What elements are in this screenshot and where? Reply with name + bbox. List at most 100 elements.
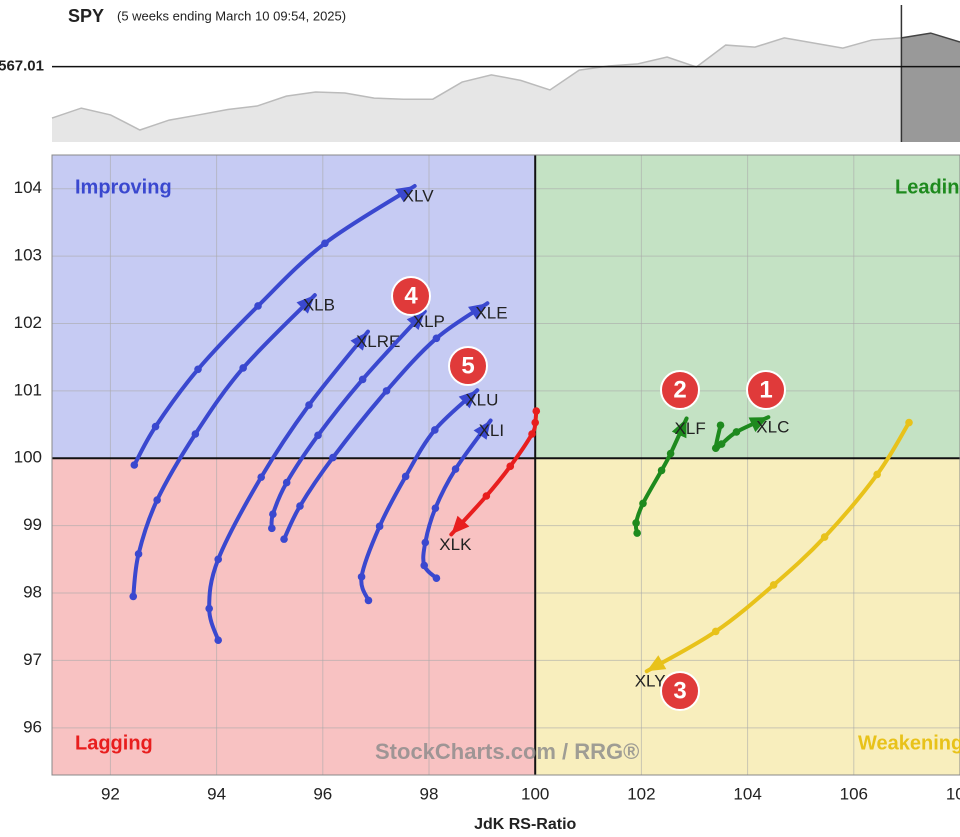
tail-label: XLF: [675, 419, 706, 438]
arrow-head: [296, 295, 315, 314]
tail-point: [239, 364, 247, 372]
tail-label: XLV: [403, 186, 435, 205]
quadrant: [52, 155, 536, 459]
tail-point: [382, 387, 391, 395]
tail-point: [375, 522, 384, 531]
price-line: [51, 37, 902, 131]
tail-point: [257, 473, 266, 481]
tail-point: [905, 418, 913, 427]
tail-label: XLK: [439, 535, 472, 554]
y-tick-label: 103: [14, 246, 42, 265]
tail-label: XLC: [756, 418, 789, 437]
tail-label: XLE: [475, 304, 507, 323]
tail-point: [305, 401, 313, 409]
tail-point: [451, 465, 460, 473]
tail-point: [282, 478, 291, 487]
tail-point: [432, 574, 441, 583]
tail-point: [321, 239, 329, 248]
price-area: [52, 37, 902, 142]
tail-point: [532, 407, 541, 415]
badge-label: 1: [759, 376, 772, 403]
x-tick-label: 96: [313, 784, 332, 803]
y-tick-label: 97: [23, 650, 42, 669]
tail-point: [633, 529, 641, 537]
tail-point: [357, 573, 366, 581]
tail-point: [129, 592, 138, 601]
x-tick-label: 98: [420, 784, 439, 803]
tail-point: [329, 453, 337, 462]
tail-point: [657, 466, 666, 475]
tail-point: [153, 496, 161, 504]
reference-label: 567.01: [0, 58, 44, 75]
watermark: StockCharts.com / RRG®: [375, 739, 639, 764]
y-tick-label: 102: [14, 313, 42, 332]
badge: [448, 346, 488, 386]
tail-point: [134, 550, 143, 558]
badge-label: 5: [461, 352, 474, 379]
tail-point: [711, 627, 720, 636]
x-axis-label: JdK RS-Ratio: [474, 816, 576, 833]
x-tick-label: 102: [627, 784, 655, 803]
tail-point: [401, 472, 410, 481]
tail-label: XLI: [479, 421, 505, 440]
badge: [660, 370, 700, 410]
tail-point: [431, 504, 440, 512]
tail-label: XLY: [635, 672, 666, 691]
x-tick-label: 104: [733, 784, 761, 803]
tail-point: [482, 492, 491, 500]
tail-label: XLU: [465, 391, 498, 410]
badge-label: 4: [404, 282, 418, 309]
badge: [660, 671, 700, 711]
tail-point: [717, 440, 726, 448]
tail-point: [191, 430, 200, 438]
quadrant-label: Improving: [75, 176, 172, 198]
arrow-head: [646, 655, 667, 672]
x-tick-label: 108: [946, 784, 960, 803]
tail-point: [364, 596, 373, 605]
tail-point: [421, 538, 430, 547]
price-area: [901, 33, 960, 142]
price-line: [901, 32, 960, 43]
tail-point: [296, 502, 304, 510]
tail-point: [130, 461, 139, 469]
arrow-head: [458, 390, 478, 409]
tail-point: [431, 426, 439, 434]
tail-point: [506, 462, 515, 471]
tail-label: XLP: [413, 312, 445, 331]
tail-label: XLB: [303, 296, 335, 315]
tail-point: [194, 365, 202, 374]
tail-point: [873, 470, 881, 479]
chart-subtitle: (5 weeks ending March 10 09:54, 2025): [117, 8, 346, 23]
plot-frame: [51, 154, 960, 776]
y-tick-label: 104: [14, 178, 42, 197]
arrow-head: [406, 311, 425, 331]
x-tick-label: 106: [840, 784, 868, 803]
y-tick-label: 101: [14, 380, 42, 399]
arrow-head: [748, 417, 769, 432]
arrow-head: [468, 303, 488, 321]
tail-point: [280, 535, 288, 543]
badge-label: 3: [673, 677, 686, 704]
tail-point: [214, 555, 223, 564]
arrow-head: [350, 331, 368, 351]
quadrant-label: Leading: [895, 176, 960, 198]
tail-point: [269, 510, 277, 518]
arrow-head: [671, 418, 687, 439]
tail-point: [632, 519, 640, 527]
tail-point: [528, 430, 536, 438]
y-tick-label: 99: [23, 515, 42, 534]
tail-point: [254, 302, 262, 310]
tail-point: [432, 334, 441, 343]
tail-point: [732, 428, 741, 436]
tail-point: [716, 421, 725, 430]
y-tick-label: 98: [23, 583, 42, 602]
quadrant-label: Weakening: [858, 732, 960, 754]
x-tick-label: 94: [207, 784, 226, 803]
tail-point: [639, 499, 647, 508]
tail-point: [268, 524, 276, 533]
arrow-head: [451, 515, 470, 535]
arrow-head: [473, 420, 491, 440]
tail-label: XLRE: [356, 332, 400, 351]
